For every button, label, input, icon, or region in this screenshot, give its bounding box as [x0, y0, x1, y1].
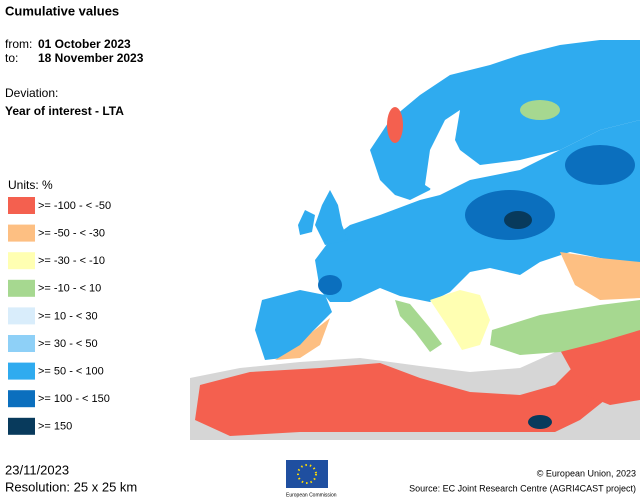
- italy: [395, 300, 442, 352]
- dry-arctic: [520, 100, 560, 120]
- eu-stars: [297, 464, 317, 484]
- eu-logo: European Commission: [286, 460, 337, 498]
- legend-swatch: [8, 362, 35, 380]
- legend-label: >= 30 - < 50: [38, 338, 98, 350]
- to-date: 18 November 2023: [38, 51, 144, 65]
- legend-label: >= -30 - < -10: [38, 255, 105, 267]
- source: Source: EC Joint Research Centre (AGRI4C…: [409, 483, 636, 493]
- legend-label: >= 10 - < 30: [38, 310, 98, 322]
- north-africa: [195, 332, 610, 436]
- legend-label: >= -10 - < 10: [38, 283, 101, 295]
- wet-france: [318, 275, 342, 295]
- uk: [315, 190, 348, 245]
- legend-swatch: [8, 197, 35, 214]
- from-date: 01 October 2023: [38, 37, 131, 51]
- map: [190, 40, 640, 440]
- middle-east: [560, 330, 640, 405]
- iberia-south: [275, 318, 330, 360]
- wet-north: [565, 145, 635, 185]
- wet-sahara: [528, 415, 552, 429]
- legend-swatch: [8, 279, 35, 297]
- deviation-value: Year of interest - LTA: [5, 104, 124, 118]
- balkans: [430, 290, 490, 350]
- to-label: to:: [5, 51, 18, 65]
- legend-label: >= 150: [38, 421, 72, 433]
- baltic-sea: [425, 110, 465, 195]
- east-dry: [560, 252, 640, 300]
- legend: >= -100 - < -50 >= -50 - < -30 >= -30 - < …: [8, 197, 111, 435]
- legend-title: Units: %: [8, 178, 53, 192]
- dry-norway: [387, 107, 403, 143]
- turkey: [490, 300, 640, 355]
- copyright: © European Union, 2023: [537, 468, 636, 478]
- legend-swatch: [8, 252, 35, 270]
- iberia: [255, 290, 332, 360]
- black-sea: [480, 276, 564, 308]
- legend-swatch: [8, 335, 35, 352]
- legend-swatch: [8, 224, 35, 242]
- legend-swatch: [8, 307, 35, 325]
- wet-core: [504, 211, 532, 229]
- deviation-label: Deviation:: [5, 86, 58, 100]
- legend-swatch: [8, 417, 35, 435]
- ireland: [298, 210, 315, 235]
- title: Cumulative values: [5, 3, 119, 18]
- legend-label: >= -50 - < -30: [38, 228, 105, 240]
- legend-label: >= 50 - < 100: [38, 366, 104, 378]
- legend-swatch: [8, 390, 35, 408]
- from-label: from:: [5, 37, 32, 51]
- resolution: Resolution: 25 x 25 km: [5, 479, 137, 494]
- date: 23/11/2023: [5, 462, 69, 477]
- logo-text: European Commission: [286, 492, 337, 498]
- legend-label: >= 100 - < 150: [38, 393, 110, 405]
- legend-label: >= -100 - < -50: [38, 200, 111, 212]
